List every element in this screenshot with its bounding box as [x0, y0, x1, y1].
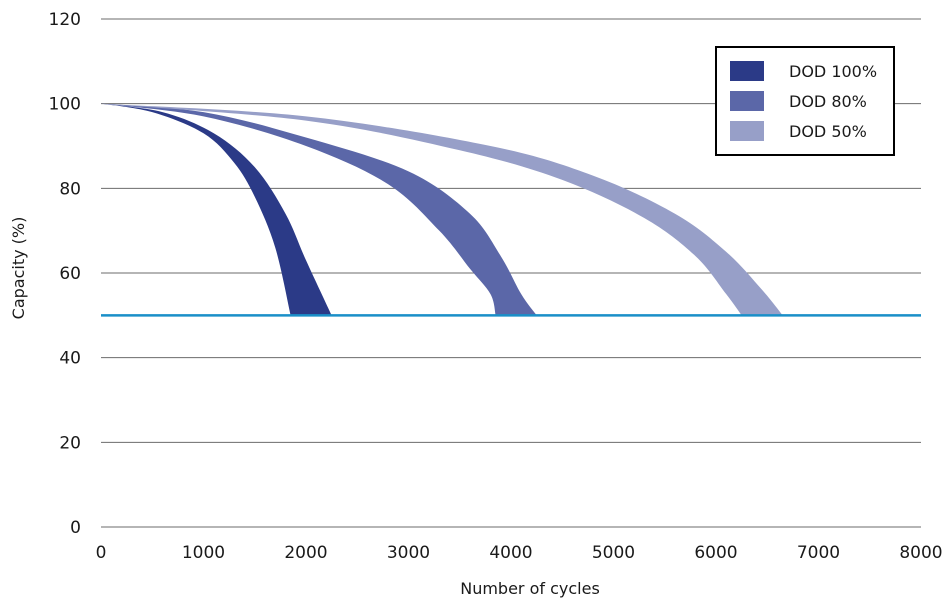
legend-label: DOD 80% [789, 92, 867, 111]
x-tick-label: 2000 [284, 543, 327, 563]
x-tick-label: 0 [96, 543, 107, 563]
legend-label: DOD 50% [789, 122, 867, 141]
y-tick-label: 20 [59, 433, 81, 453]
x-tick-label: 7000 [797, 543, 840, 563]
x-axis-ticks: 0 1000 2000 3000 4000 5000 6000 7000 8000 [96, 543, 943, 563]
y-tick-label: 40 [59, 349, 81, 369]
x-tick-label: 8000 [899, 543, 942, 563]
legend-swatch [730, 91, 764, 111]
legend-label: DOD 100% [789, 62, 877, 81]
y-tick-label: 80 [59, 179, 81, 199]
x-tick-label: 6000 [694, 543, 737, 563]
gridlines [101, 18, 921, 528]
series-band-3 [101, 103, 783, 316]
x-tick-label: 1000 [182, 543, 225, 563]
legend: DOD 100% DOD 80% DOD 50% [715, 46, 895, 156]
y-tick-label: 100 [49, 95, 81, 115]
x-axis-title: Number of cycles [460, 579, 600, 598]
y-tick-label: 120 [49, 10, 81, 30]
legend-swatch [730, 61, 764, 81]
y-axis-ticks: 0 20 40 60 80 100 120 [49, 10, 81, 538]
x-tick-label: 3000 [387, 543, 430, 563]
series-band-1 [101, 103, 332, 316]
x-tick-label: 4000 [489, 543, 532, 563]
y-tick-label: 0 [70, 518, 81, 538]
x-tick-label: 5000 [592, 543, 635, 563]
legend-swatch [730, 121, 764, 141]
series-bands [101, 103, 783, 316]
series-band-2 [101, 103, 537, 316]
y-tick-label: 60 [59, 264, 81, 284]
y-axis-title: Capacity (%) [9, 217, 28, 320]
